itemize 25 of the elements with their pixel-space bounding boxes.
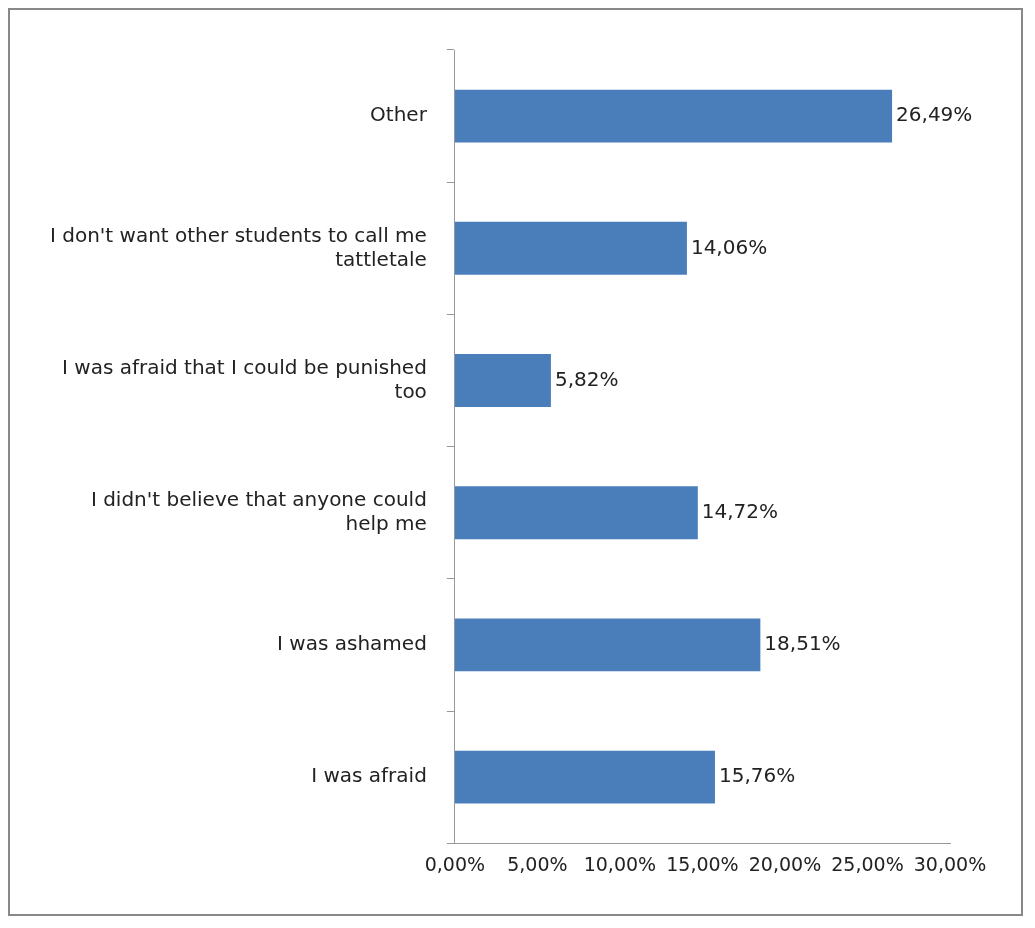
bar bbox=[454, 618, 761, 672]
data-label: 5,82% bbox=[554, 366, 619, 391]
x-tick-label: 25,00% bbox=[831, 852, 904, 875]
data-label: 26,49% bbox=[896, 102, 973, 127]
y-tick-label: I was ashamed bbox=[277, 631, 427, 656]
y-tick-label: I didn't believe that anyone could help me bbox=[90, 486, 427, 535]
data-label: 18,51% bbox=[764, 631, 841, 656]
bar bbox=[454, 750, 715, 804]
x-tick-label: 10,00% bbox=[583, 852, 657, 875]
y-tick-label: Other bbox=[370, 102, 428, 127]
x-tick-label: 20,00% bbox=[748, 852, 822, 875]
data-label: 14,72% bbox=[701, 498, 779, 523]
bar bbox=[454, 486, 698, 540]
bar bbox=[454, 221, 687, 275]
bar bbox=[454, 89, 893, 143]
bar bbox=[454, 354, 551, 407]
x-tick-label: 30,00% bbox=[913, 852, 987, 875]
x-tick-label: 0,00% bbox=[424, 852, 486, 875]
x-tick-label: 5,00% bbox=[507, 852, 568, 875]
y-tick-label: I was afraid that I could be punished too bbox=[62, 354, 427, 403]
x-tick-label: 15,00% bbox=[666, 852, 739, 875]
y-tick-label: I was afraid bbox=[311, 763, 427, 788]
data-label: 15,76% bbox=[718, 763, 796, 788]
y-tick-label: I don't want other students to call me tattletale bbox=[49, 222, 427, 271]
data-label: 14,06% bbox=[690, 234, 768, 259]
